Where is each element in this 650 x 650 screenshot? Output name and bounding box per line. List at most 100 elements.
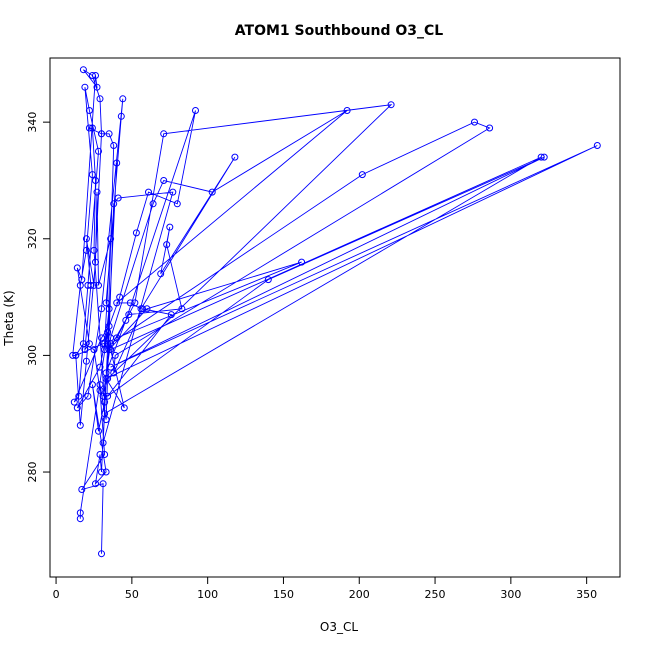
data-point xyxy=(95,427,102,435)
x-tick-label: 250 xyxy=(425,588,446,601)
data-point xyxy=(471,118,478,126)
data-point xyxy=(92,72,99,79)
data-point xyxy=(72,351,80,359)
data-point xyxy=(104,328,112,336)
data-point xyxy=(85,340,93,348)
data-point xyxy=(73,404,81,412)
data-point xyxy=(99,439,107,447)
data-point xyxy=(95,281,102,289)
data-point xyxy=(81,83,89,91)
data-point xyxy=(163,241,171,249)
data-point xyxy=(84,392,92,400)
data-point xyxy=(143,305,151,313)
data-point xyxy=(76,515,84,523)
x-tick-label: 300 xyxy=(500,588,521,601)
data-point xyxy=(96,95,104,103)
data-point xyxy=(126,299,134,307)
series-layer xyxy=(69,66,601,558)
data-point xyxy=(95,147,102,155)
x-tick-label: 0 xyxy=(53,588,60,601)
data-point xyxy=(98,305,105,313)
data-point xyxy=(82,357,90,365)
data-point xyxy=(113,334,121,342)
data-point xyxy=(110,200,118,208)
data-point xyxy=(116,293,124,301)
x-tick-label: 150 xyxy=(273,588,294,601)
data-point xyxy=(88,171,96,179)
data-point xyxy=(90,246,98,254)
data-point xyxy=(90,346,98,354)
data-point xyxy=(82,235,90,243)
data-point xyxy=(102,299,110,307)
data-point xyxy=(96,363,104,371)
data-point xyxy=(125,311,133,319)
x-tick-label: 50 xyxy=(125,588,139,601)
data-point xyxy=(298,258,306,266)
y-tick-label: 340 xyxy=(26,112,39,133)
data-point xyxy=(208,188,216,196)
data-point xyxy=(122,316,130,324)
data-point xyxy=(387,101,395,109)
data-point xyxy=(105,305,113,313)
data-point xyxy=(81,346,89,354)
data-point xyxy=(119,95,127,103)
data-point xyxy=(82,246,90,254)
data-point xyxy=(107,235,115,243)
plot-frame xyxy=(49,57,621,578)
data-point xyxy=(102,468,110,476)
data-point xyxy=(540,153,548,161)
data-point xyxy=(96,451,104,458)
data-point xyxy=(160,130,168,138)
data-point xyxy=(173,200,181,208)
data-point xyxy=(131,299,139,307)
data-point xyxy=(169,188,177,196)
y-tick-label: 320 xyxy=(26,228,39,249)
data-point xyxy=(178,305,186,313)
data-point xyxy=(104,340,112,348)
data-point xyxy=(110,142,118,149)
data-point xyxy=(88,72,96,79)
y-axis: 280 300 320 340 xyxy=(26,112,50,483)
data-point xyxy=(93,188,101,196)
data-point xyxy=(98,468,105,476)
data-point xyxy=(166,223,174,231)
data-point xyxy=(120,404,128,412)
data-point xyxy=(76,421,84,429)
data-point xyxy=(101,451,109,458)
x-tick-label: 350 xyxy=(576,588,597,601)
data-point xyxy=(78,486,86,493)
data-point xyxy=(92,177,99,184)
data-point xyxy=(99,480,107,488)
data-point xyxy=(157,270,165,278)
data-point xyxy=(160,177,168,184)
x-tick-label: 100 xyxy=(197,588,218,601)
data-point xyxy=(264,276,272,284)
data-point xyxy=(92,258,99,266)
data-point xyxy=(537,153,545,161)
data-point xyxy=(79,66,87,74)
data-point xyxy=(167,311,175,319)
data-point xyxy=(98,550,105,558)
data-point xyxy=(78,276,86,284)
x-axis: 0 50 100 150 200 250 300 350 xyxy=(53,577,597,601)
data-point xyxy=(343,107,351,114)
data-point xyxy=(231,153,239,161)
x-tick-label: 200 xyxy=(349,588,370,601)
data-point xyxy=(113,159,121,167)
data-point xyxy=(139,305,146,313)
data-point xyxy=(114,194,122,202)
data-point xyxy=(117,112,125,120)
data-point xyxy=(88,381,96,389)
data-point xyxy=(145,188,152,196)
data-point xyxy=(102,416,110,424)
data-point xyxy=(92,480,99,488)
data-point xyxy=(486,124,494,132)
data-point xyxy=(96,381,104,389)
data-point xyxy=(105,130,113,138)
data-point xyxy=(70,398,78,406)
x-axis-label: O3_CL xyxy=(320,620,358,634)
data-point xyxy=(85,124,93,132)
data-point xyxy=(104,392,112,400)
data-point xyxy=(358,171,366,179)
